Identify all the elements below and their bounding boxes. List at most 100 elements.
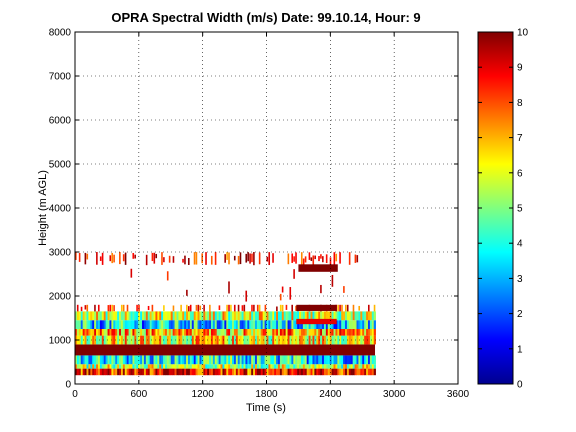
heatmap-cell [220,320,223,329]
heatmap-cell [287,320,290,329]
heatmap-cell [117,329,120,336]
heatmap-cell [147,355,150,365]
heatmap-cell [233,364,237,369]
heatmap-cell [88,364,91,369]
heatmap-cell [115,355,118,365]
heatmap-cell [337,355,340,365]
heatmap-cell [161,311,164,321]
heatmap-cell [153,364,156,369]
heatmap-cell [235,311,239,321]
heatmap-cell [283,364,286,369]
heatmap-cell [145,335,149,345]
heatmap-cell [151,335,154,345]
heatmap-cell [203,355,206,365]
heatmap-cell [230,311,233,321]
heatmap-cell [228,281,230,294]
heatmap-cell [281,311,285,321]
heatmap-cell [207,364,210,369]
heatmap-cell [316,355,319,365]
heatmap-cell [203,335,206,345]
heatmap-cell [161,320,164,329]
heatmap-cell [75,355,78,365]
heatmap-cell [289,311,292,321]
heatmap-cell [132,320,135,329]
heatmap-cell [94,368,97,376]
heatmap-cell [182,368,185,376]
heatmap-cell [308,364,311,369]
heatmap-cell [101,364,105,369]
heatmap-cell [281,364,285,369]
heatmap-cell [237,320,240,329]
heatmap-cell [260,355,263,365]
heatmap-cell [145,368,149,376]
heatmap-cell [322,364,325,369]
heatmap-cell [233,311,237,321]
heatmap-cell [327,311,330,321]
heatmap-cell [237,364,240,369]
heatmap-cell [182,364,185,369]
heatmap-cell [279,320,283,329]
heatmap-cell [130,355,133,365]
heatmap-cell [136,368,139,376]
heatmap-cell [306,368,309,376]
heatmap-cell [166,329,170,336]
heatmap-cell [239,320,242,329]
heatmap-cell [270,364,273,369]
heatmap-cell [76,311,80,321]
heatmap-cell [220,364,223,369]
heatmap-cell [203,329,206,336]
heatmap-cell [166,355,170,365]
heatmap-cell [195,335,198,345]
heatmap-cell [323,364,327,369]
heatmap-cell [268,329,271,336]
heatmap-cell [312,368,315,376]
heatmap-cell [140,329,143,336]
heatmap-cell [304,364,308,369]
heatmap-cell [306,329,309,336]
heatmap-cell [291,320,294,329]
heatmap-cell [90,355,93,365]
heatmap-cell [264,320,267,329]
heatmap-cell [99,329,103,336]
heatmap-cell [218,305,221,311]
heatmap-cell [302,329,306,336]
heatmap-cell [161,368,164,376]
heatmap-cell [75,368,78,376]
heatmap-cell [272,355,275,365]
heatmap-cell [343,286,345,293]
heatmap-cell [216,335,219,345]
heatmap-cell [260,311,263,321]
heatmap-cell [90,368,93,376]
heatmap-cell [283,311,286,321]
heatmap-cell [166,311,170,321]
heatmap-cell [220,311,223,321]
heatmap-cell [354,364,357,369]
heatmap-cell [124,311,128,321]
heatmap-cell [184,255,186,265]
heatmap-cell [331,364,334,369]
heatmap-cell [195,320,198,329]
heatmap-cell [103,355,106,365]
heatmap-cell [205,335,208,345]
heatmap-cell [212,329,216,336]
heatmap-cell [168,355,172,365]
heatmap-cell [304,311,308,321]
heatmap-cell [293,256,295,262]
heatmap-cell [147,311,150,321]
heatmap-cell [310,257,313,261]
heatmap-cell [350,311,353,321]
heatmap-cell [346,329,350,336]
heatmap-cell [191,355,195,365]
heatmap-cell [312,320,315,329]
heatmap-cell [333,335,336,345]
heatmap-cell [155,311,158,321]
heatmap-cell [145,311,149,321]
heatmap-cell [251,311,254,321]
colorbar-tick-label: 10 [517,28,529,39]
y-axis: 0 1000 2000 3000 4000 5000 6000 7000 8000 [49,28,458,391]
heatmap-cell [289,320,292,329]
heatmap-cell [337,335,340,345]
heatmap-cell [302,258,305,265]
heatmap-cell [232,311,235,321]
heatmap-cell [165,355,168,365]
